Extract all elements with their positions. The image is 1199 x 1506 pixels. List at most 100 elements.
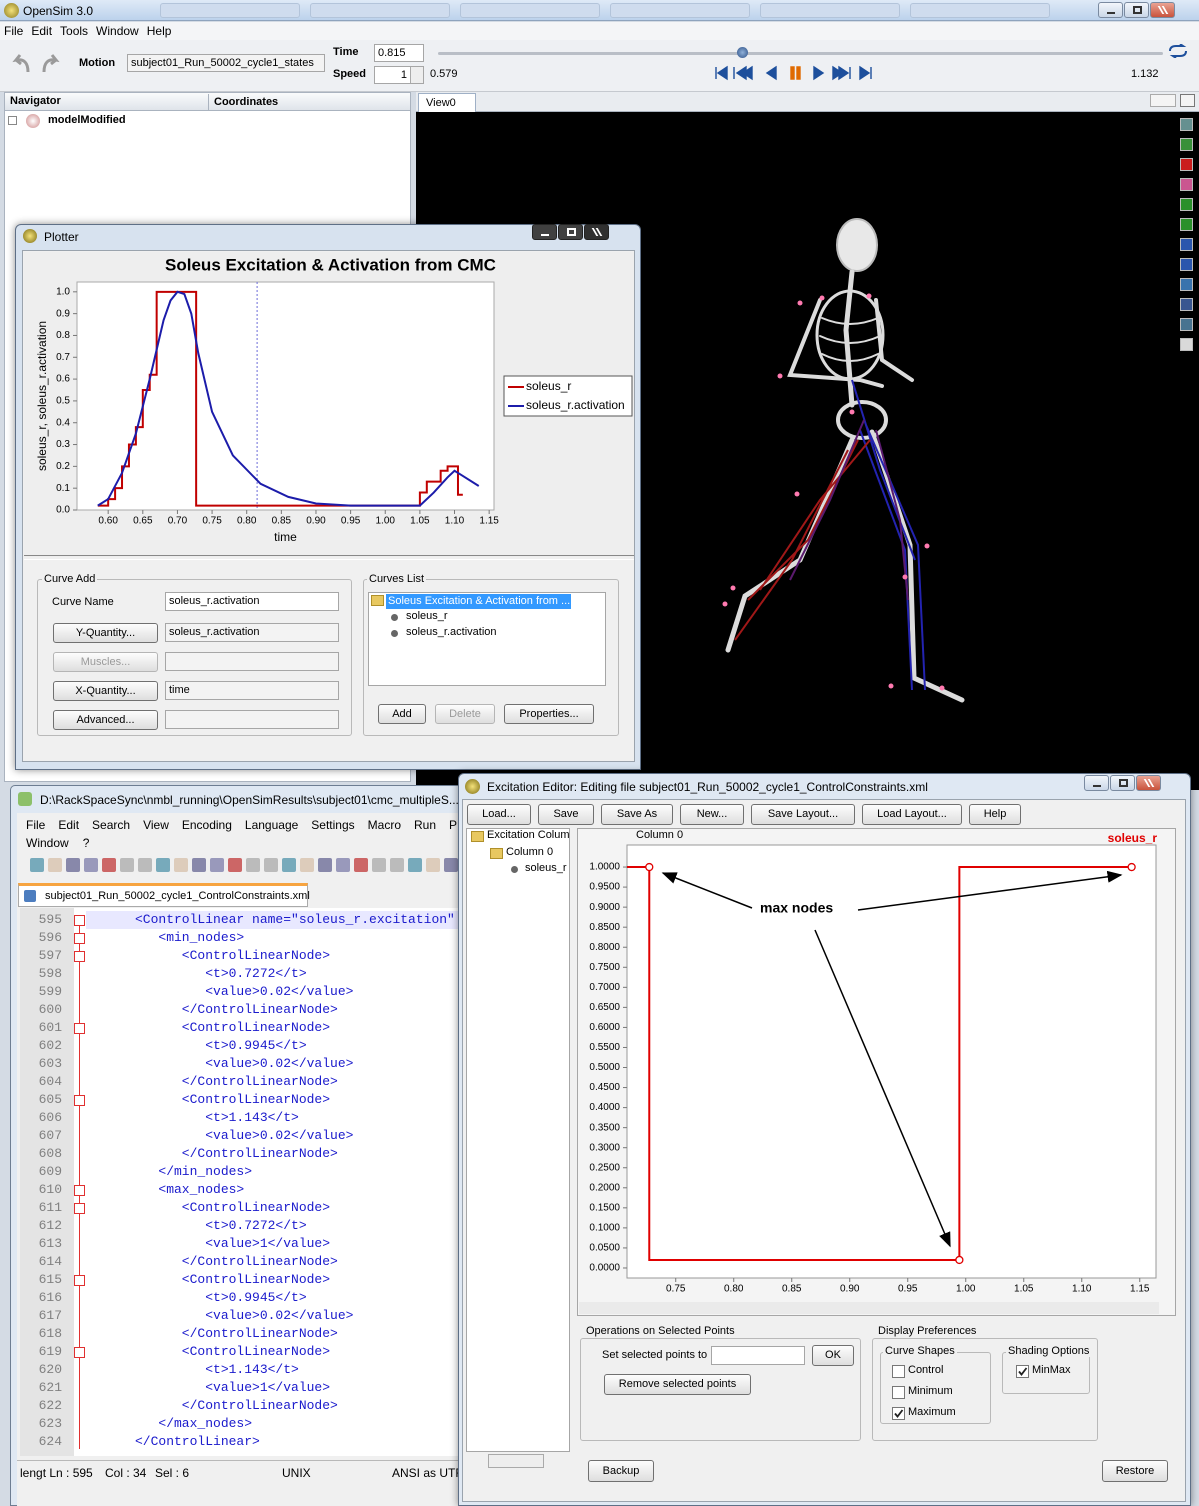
close-button[interactable] <box>1150 2 1175 18</box>
fold-marker[interactable] <box>74 1275 85 1286</box>
menu-item[interactable]: Encoding <box>181 818 232 832</box>
toolbar-icon[interactable] <box>246 858 260 872</box>
menu-item[interactable]: View <box>143 818 169 832</box>
tree-item[interactable]: Excitation Colum <box>487 829 570 841</box>
view-menu-button[interactable] <box>1180 94 1195 107</box>
button[interactable]: Load Layout... <box>862 804 962 825</box>
checkbox[interactable] <box>892 1365 905 1378</box>
view-tool-icon[interactable] <box>1180 158 1193 171</box>
menu-item[interactable]: ? <box>82 836 90 850</box>
toolbar-icon[interactable] <box>84 858 98 872</box>
fold-marker[interactable] <box>74 915 85 926</box>
close-button[interactable] <box>584 224 609 240</box>
tree-item[interactable]: Column 0 <box>506 846 554 858</box>
toolbar-icon[interactable] <box>426 858 440 872</box>
menu-item[interactable]: P <box>449 818 458 832</box>
fold-marker[interactable] <box>74 1185 85 1196</box>
toolbar-icon[interactable] <box>156 858 170 872</box>
toolbar-icon[interactable] <box>372 858 386 872</box>
button[interactable]: OK <box>812 1345 854 1366</box>
button[interactable]: Load... <box>467 804 531 825</box>
toolbar-icon[interactable] <box>102 858 116 872</box>
view-tool-icon[interactable] <box>1180 318 1193 331</box>
toolbar-icon[interactable] <box>318 858 332 872</box>
time-slider-track[interactable] <box>438 52 1163 55</box>
text-field[interactable]: 0.815 <box>374 44 424 62</box>
toolbar-icon[interactable] <box>444 858 458 872</box>
fold-marker[interactable] <box>74 1023 85 1034</box>
button[interactable]: X-Quantity... <box>53 681 158 701</box>
coordinates-tab[interactable]: Coordinates <box>214 96 279 108</box>
text-field[interactable]: soleus_r.activation <box>165 623 339 642</box>
button[interactable]: Y-Quantity... <box>53 623 158 643</box>
toolbar-icon[interactable] <box>174 858 188 872</box>
toolbar-icon[interactable] <box>300 858 314 872</box>
view-tool-icon[interactable] <box>1180 198 1193 211</box>
text-field[interactable] <box>165 710 339 729</box>
menu-item[interactable]: File <box>26 818 46 832</box>
checkbox-label[interactable]: Maximum <box>908 1406 956 1418</box>
chart-scrollbar[interactable] <box>579 1302 1159 1314</box>
button[interactable]: Save Layout... <box>751 804 855 825</box>
text-field[interactable]: time <box>165 681 339 700</box>
menu-item[interactable]: File <box>4 24 24 38</box>
menu-item[interactable]: Run <box>414 818 437 832</box>
button[interactable]: Properties... <box>504 704 594 724</box>
toolbar-icon[interactable] <box>120 858 134 872</box>
speed-spinner[interactable] <box>410 67 423 83</box>
menu-item[interactable]: Settings <box>311 818 355 832</box>
menu-item[interactable]: Edit <box>31 24 53 38</box>
view-tool-icon[interactable] <box>1180 258 1193 271</box>
minimize-button[interactable] <box>1098 2 1123 18</box>
maximize-button[interactable] <box>1110 775 1135 791</box>
button[interactable]: Help <box>969 804 1021 825</box>
curves-root[interactable]: Soleus Excitation & Activation from ... <box>386 594 571 609</box>
tree-scrollbar[interactable] <box>488 1454 544 1468</box>
curve-item[interactable]: soleus_r <box>406 610 448 622</box>
toolbar-icon[interactable] <box>354 858 368 872</box>
toolbar-icon[interactable] <box>138 858 152 872</box>
fold-marker[interactable] <box>74 1095 85 1106</box>
view-tool-icon[interactable] <box>1180 138 1193 151</box>
button[interactable]: Add <box>378 704 426 724</box>
checkbox-label[interactable]: Control <box>908 1364 944 1376</box>
toolbar-icon[interactable] <box>66 858 80 872</box>
button[interactable]: Save As <box>601 804 673 825</box>
view-tool-icon[interactable] <box>1180 218 1193 231</box>
toolbar-icon[interactable] <box>390 858 404 872</box>
button[interactable]: Remove selected points <box>604 1374 751 1395</box>
notepad-tab[interactable]: subject01_Run_50002_cycle1_ControlConstr… <box>18 883 310 907</box>
toolbar-icon[interactable] <box>30 858 44 872</box>
menu-item[interactable]: Help <box>146 24 172 38</box>
toolbar-icon[interactable] <box>336 858 350 872</box>
toolbar-icon[interactable] <box>210 858 224 872</box>
text-field[interactable]: soleus_r.activation <box>165 592 339 611</box>
maximize-button[interactable] <box>558 224 583 240</box>
text-field[interactable] <box>165 652 339 671</box>
menu-item[interactable]: Search <box>92 818 131 832</box>
navigator-tab[interactable]: Navigator <box>10 95 61 107</box>
close-button[interactable] <box>1136 775 1161 791</box>
toolbar-icon[interactable] <box>192 858 206 872</box>
view-scroll-buttons[interactable] <box>1150 94 1176 107</box>
text-field[interactable]: subject01_Run_50002_cycle1_states <box>127 54 325 72</box>
menu-item[interactable]: Edit <box>58 818 80 832</box>
toolbar-icon[interactable] <box>408 858 422 872</box>
tree-expander[interactable] <box>8 116 17 125</box>
restore-button[interactable]: Restore <box>1102 1460 1168 1482</box>
checkbox[interactable] <box>892 1386 905 1399</box>
view-tool-icon[interactable] <box>1180 178 1193 191</box>
menu-item[interactable]: Window <box>26 836 69 850</box>
minimize-button[interactable] <box>532 224 557 240</box>
button[interactable]: Advanced... <box>53 710 158 730</box>
fold-marker[interactable] <box>74 1347 85 1358</box>
toolbar-icon[interactable] <box>228 858 242 872</box>
toolbar-icon[interactable] <box>282 858 296 872</box>
menu-item[interactable]: Macro <box>367 818 401 832</box>
view-tool-icon[interactable] <box>1180 118 1193 131</box>
tree-item[interactable]: soleus_r <box>525 862 567 874</box>
text-field[interactable] <box>711 1346 805 1365</box>
fold-marker[interactable] <box>74 1203 85 1214</box>
button[interactable]: New... <box>680 804 744 825</box>
view-tool-icon[interactable] <box>1180 278 1193 291</box>
